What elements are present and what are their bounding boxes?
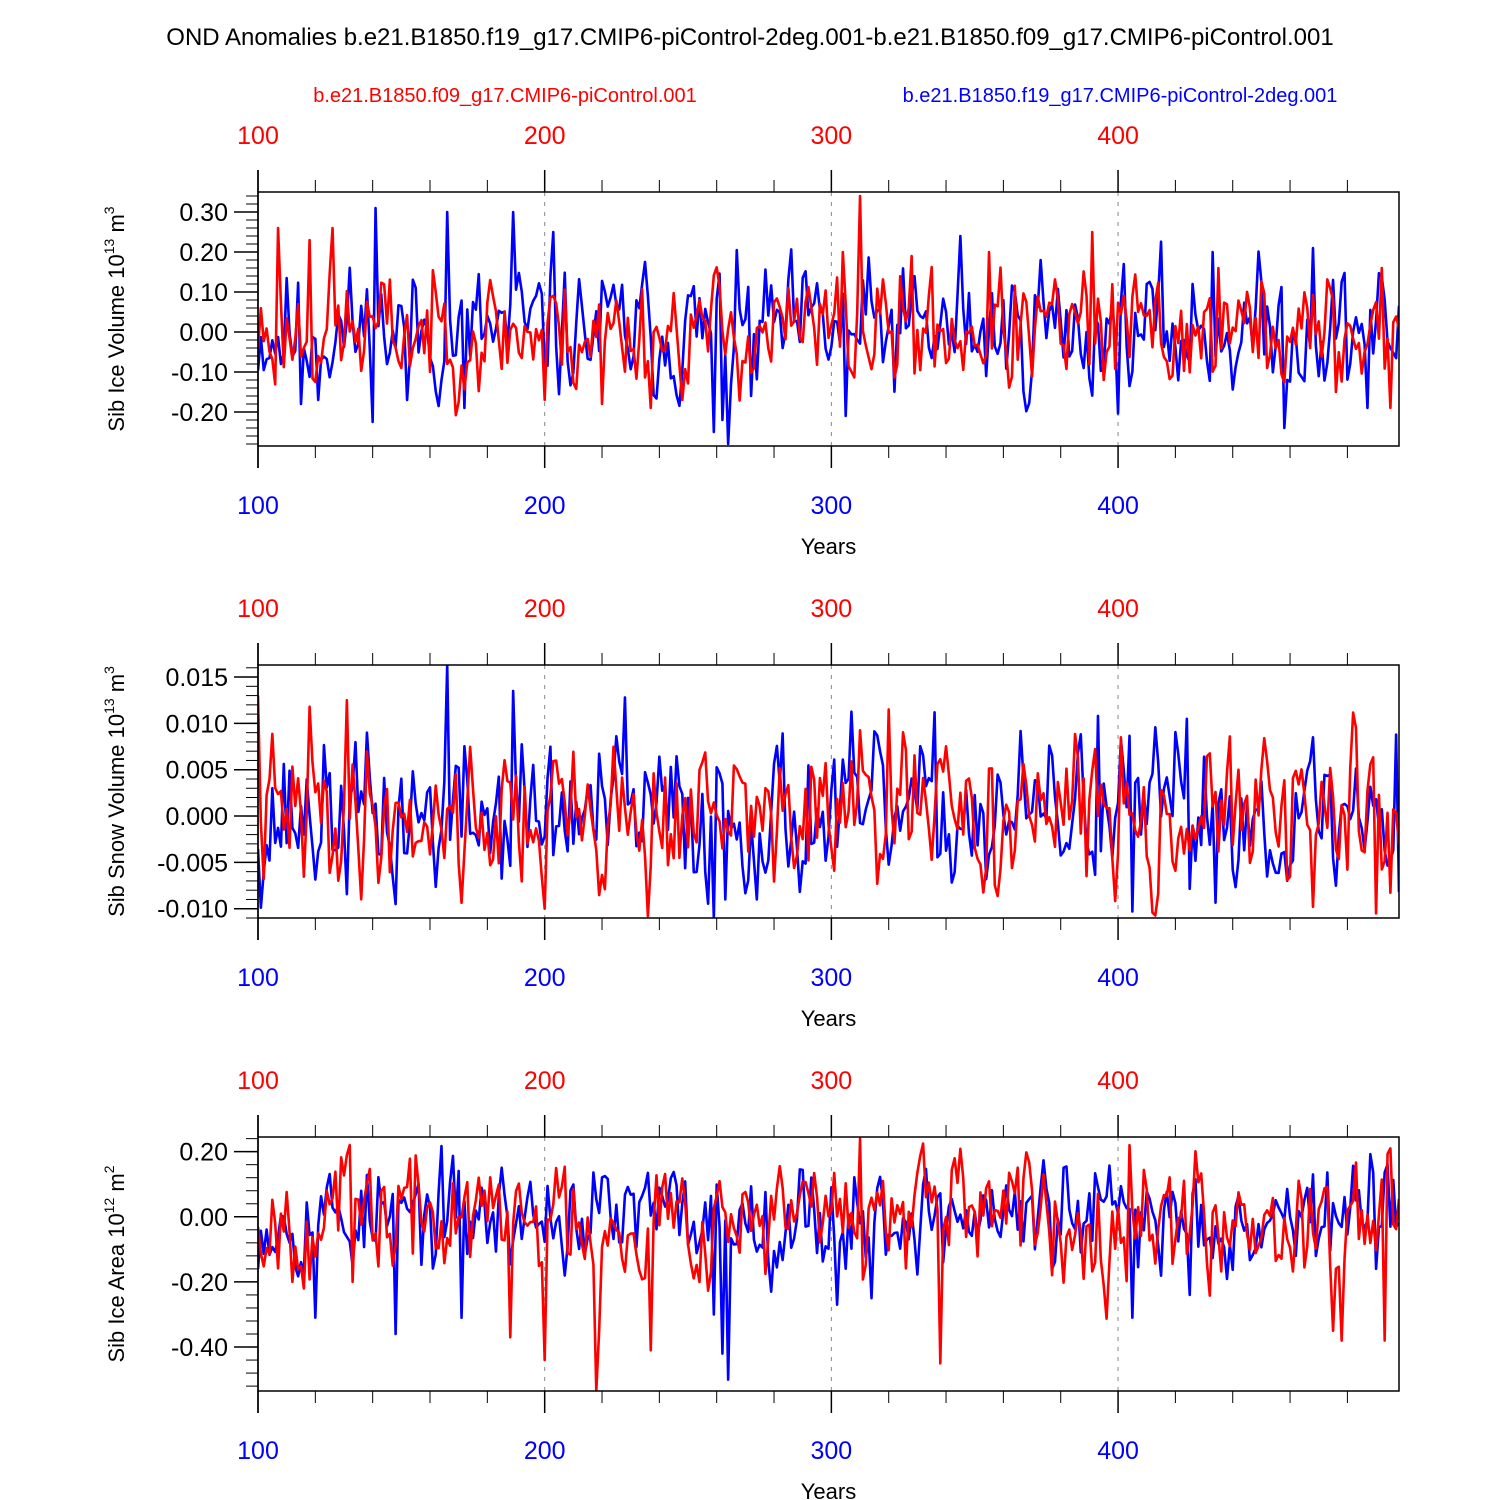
x-top-tick-label: 200 bbox=[524, 1067, 566, 1095]
series-line-red bbox=[258, 695, 1399, 918]
x-top-tick-label: 400 bbox=[1097, 122, 1139, 150]
x-bottom-tick-label: 300 bbox=[811, 964, 853, 992]
y-tick-label: 0.30 bbox=[179, 199, 228, 227]
y-tick-label: 0.015 bbox=[165, 664, 228, 692]
x-top-tick-label: 300 bbox=[811, 595, 853, 623]
x-axis-title: Years bbox=[801, 1479, 856, 1500]
y-tick-label: -0.20 bbox=[171, 399, 228, 427]
y-tick-label: 0.005 bbox=[165, 757, 228, 785]
y-tick-label: -0.10 bbox=[171, 359, 228, 387]
x-bottom-tick-label: 300 bbox=[811, 492, 853, 520]
x-top-tick-label: 200 bbox=[524, 122, 566, 150]
chart-panel-snow-volume: -0.010 -0.005 0.000 0.005 0.010 0.015 100 100 20… bbox=[101, 595, 1400, 1031]
legend-blue-label: b.e21.B1850.f19_g17.CMIP6-piControl-2deg… bbox=[903, 85, 1338, 107]
y-tick-label: -0.005 bbox=[157, 849, 228, 877]
chart-panel-ice-area: -0.40 -0.20 0.00 0.20 100 100 200 200 300 300 400 4… bbox=[101, 1067, 1400, 1500]
series-line-blue bbox=[258, 1144, 1399, 1381]
x-top-tick-label: 400 bbox=[1097, 1067, 1139, 1095]
y-tick-label: -0.20 bbox=[171, 1269, 228, 1297]
x-top-tick-label: 200 bbox=[524, 595, 566, 623]
x-bottom-tick-label: 400 bbox=[1097, 964, 1139, 992]
y-tick-label: 0.10 bbox=[179, 279, 228, 307]
chart-panel-ice-volume: -0.20 -0.10 0.00 0.10 0.20 0.30 100 100 200 200 30… bbox=[101, 122, 1400, 559]
y-tick-label: 0.000 bbox=[165, 803, 228, 831]
x-top-tick-label: 400 bbox=[1097, 595, 1139, 623]
y-axis-title: Sib Ice Area 1012 m2 bbox=[101, 1165, 129, 1362]
x-top-tick-label: 300 bbox=[811, 122, 853, 150]
x-bottom-tick-label: 300 bbox=[811, 1437, 853, 1465]
x-top-tick-label: 100 bbox=[237, 122, 279, 150]
chart-panels: -0.20 -0.10 0.00 0.10 0.20 0.30 100 100 200 200 30… bbox=[101, 122, 1400, 1500]
legend-red-label: b.e21.B1850.f09_g17.CMIP6-piControl.001 bbox=[313, 85, 697, 107]
y-tick-label: 0.00 bbox=[179, 319, 228, 347]
series-line-red bbox=[258, 1137, 1399, 1391]
y-axis-title: Sib Snow Volume 1013 m3 bbox=[101, 666, 129, 917]
y-tick-label: -0.010 bbox=[157, 896, 228, 924]
x-bottom-tick-label: 200 bbox=[524, 492, 566, 520]
x-bottom-tick-label: 200 bbox=[524, 964, 566, 992]
x-bottom-tick-label: 100 bbox=[237, 964, 279, 992]
y-axis-title: Sib Ice Volume 1013 m3 bbox=[101, 206, 129, 431]
x-bottom-tick-label: 100 bbox=[237, 1437, 279, 1465]
x-axis-title: Years bbox=[801, 1006, 856, 1031]
y-tick-label: 0.20 bbox=[179, 1139, 228, 1167]
x-top-tick-label: 100 bbox=[237, 1067, 279, 1095]
x-bottom-tick-label: 400 bbox=[1097, 1437, 1139, 1465]
series-line-blue bbox=[258, 665, 1399, 918]
y-tick-label: 0.00 bbox=[179, 1204, 228, 1232]
y-tick-label: 0.20 bbox=[179, 239, 228, 267]
x-bottom-tick-label: 200 bbox=[524, 1437, 566, 1465]
figure-title: OND Anomalies b.e21.B1850.f19_g17.CMIP6-… bbox=[166, 24, 1333, 51]
y-tick-label: -0.40 bbox=[171, 1334, 228, 1362]
y-tick-label: 0.010 bbox=[165, 710, 228, 738]
x-axis-title: Years bbox=[801, 534, 856, 559]
x-bottom-tick-label: 100 bbox=[237, 492, 279, 520]
x-top-tick-label: 100 bbox=[237, 595, 279, 623]
x-top-tick-label: 300 bbox=[811, 1067, 853, 1095]
series-line-red bbox=[258, 194, 1399, 417]
series-line-blue bbox=[258, 206, 1399, 446]
x-bottom-tick-label: 400 bbox=[1097, 492, 1139, 520]
